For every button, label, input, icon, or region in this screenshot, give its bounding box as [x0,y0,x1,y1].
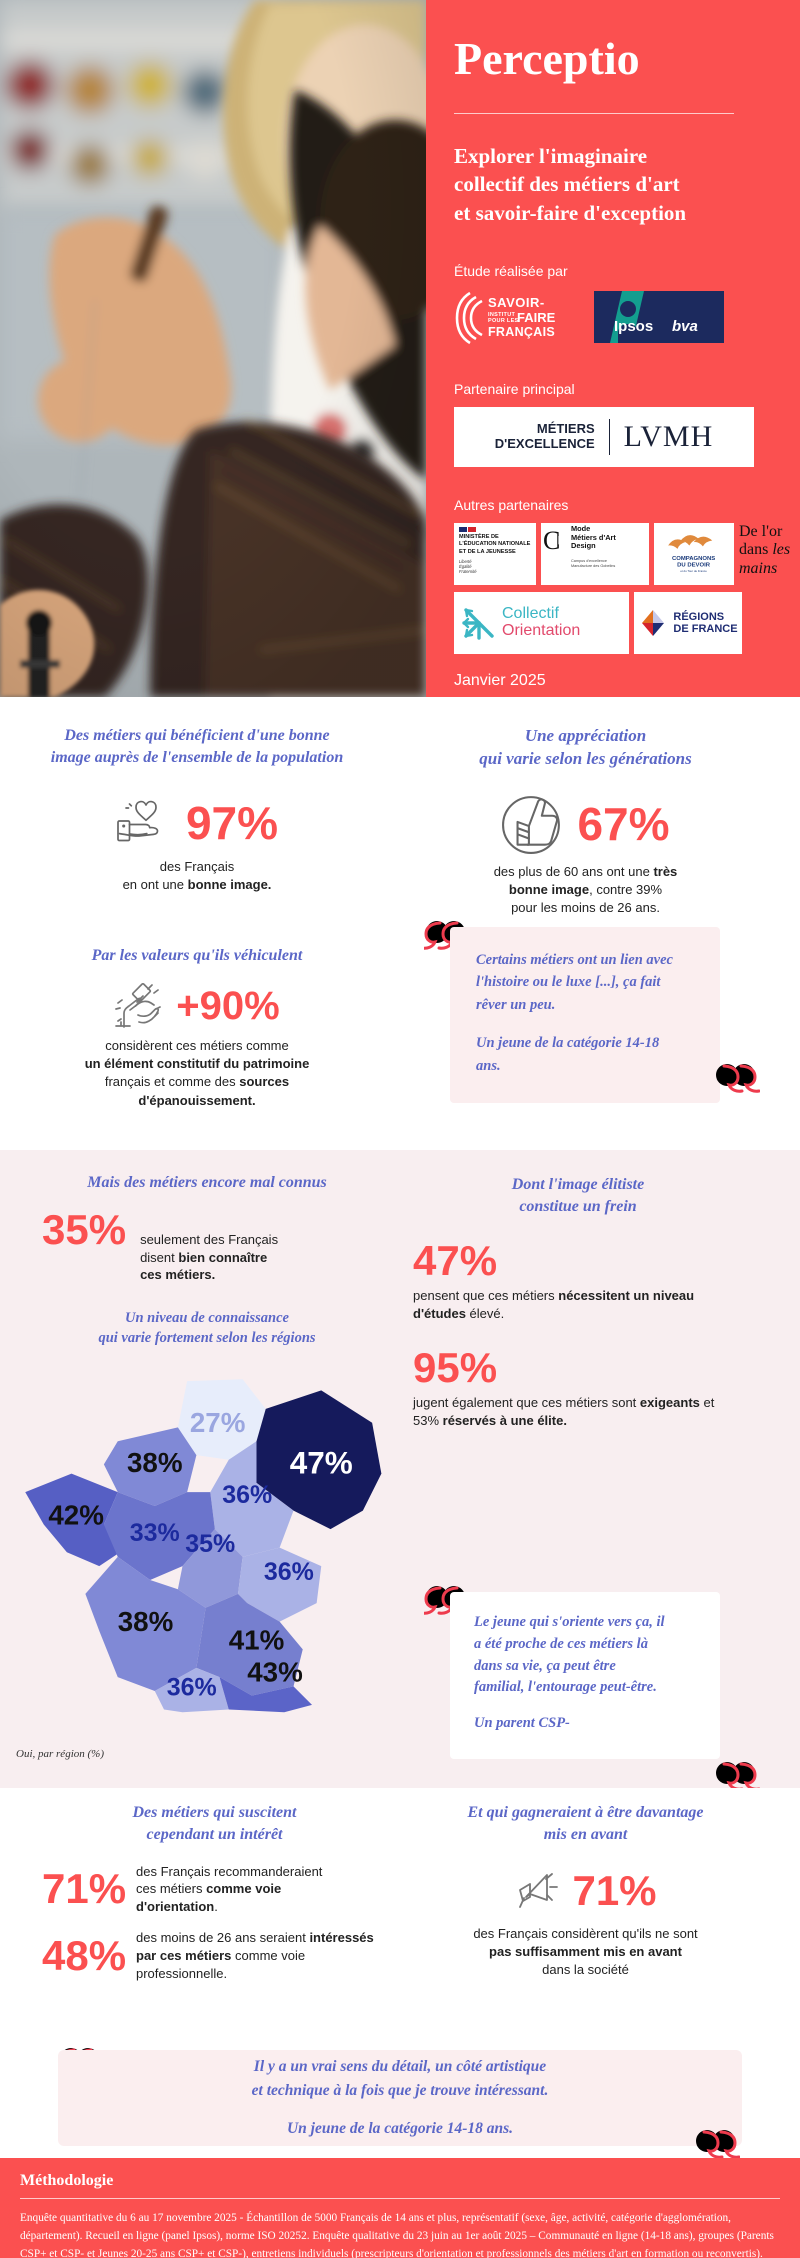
svg-text:47%: 47% [290,1446,353,1481]
svg-text:et du Tour de France: et du Tour de France [680,569,707,573]
svg-text:POUR LES: POUR LES [488,318,519,324]
svg-text:FRANÇAIS: FRANÇAIS [488,325,555,339]
svg-text:43%: 43% [247,1657,303,1688]
svg-text:36%: 36% [167,1674,217,1702]
svg-text:FAIRE: FAIRE [517,310,556,325]
svg-text:36%: 36% [264,1558,314,1586]
svg-text:27%: 27% [190,1407,246,1438]
svg-text:35%: 35% [185,1530,235,1558]
svg-text:41%: 41% [229,1624,285,1655]
svg-text:36%: 36% [222,1481,272,1509]
svg-text:38%: 38% [127,1447,183,1478]
svg-text:bva: bva [672,318,698,335]
svg-text:COMPAGNONS: COMPAGNONS [672,556,715,562]
svg-text:SAVOIR-: SAVOIR- [488,295,545,310]
svg-text:38%: 38% [118,1606,174,1637]
svg-text:42%: 42% [48,1500,104,1531]
svg-text:33%: 33% [130,1519,180,1547]
svg-text:DU DEVOIR: DU DEVOIR [677,563,711,569]
svg-text:Ipsos: Ipsos [614,318,653,335]
